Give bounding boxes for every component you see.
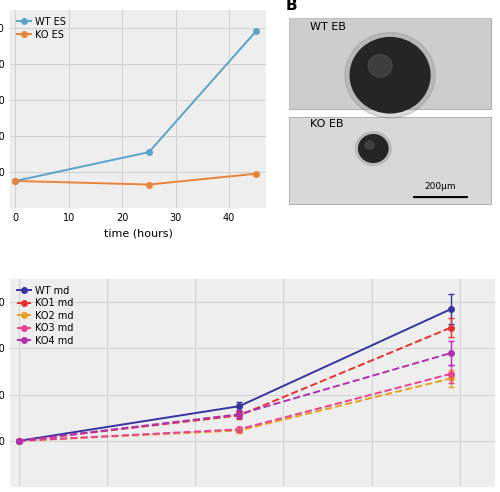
Text: KO EB: KO EB [310,119,344,129]
Line: KO1 md: KO1 md [16,325,454,444]
WT md [16,438,22,444]
KO1 md [448,325,454,331]
WT ES [12,178,18,184]
Circle shape [365,141,374,149]
KO4 md [16,438,22,444]
Line: KO ES: KO ES [12,171,258,187]
Legend: WT ES, KO ES: WT ES, KO ES [15,15,68,41]
Line: KO2 md: KO2 md [16,376,454,444]
Text: B: B [285,0,297,13]
Text: WT EB: WT EB [310,22,346,31]
Circle shape [368,55,392,77]
KO ES [12,178,18,184]
Legend: WT md, KO1 md, KO2 md, KO3 md, KO4 md: WT md, KO1 md, KO2 md, KO3 md, KO4 md [15,284,76,347]
Line: KO4 md: KO4 md [16,350,454,444]
Circle shape [358,135,388,162]
KO1 md [236,412,242,418]
KO3 md [448,371,454,377]
Circle shape [356,132,391,165]
KO2 md [448,375,454,381]
WT md [448,306,454,312]
KO4 md [448,350,454,356]
KO ES [146,182,152,187]
Line: KO3 md: KO3 md [16,371,454,444]
X-axis label: time (hours): time (hours) [104,228,172,239]
KO2 md [236,428,242,433]
Bar [290,18,491,109]
KO2 md [16,438,22,444]
KO3 md [16,438,22,444]
Text: 200μm: 200μm [424,182,456,191]
Circle shape [345,32,435,118]
KO1 md [16,438,22,444]
Line: WT md: WT md [16,307,454,444]
WT ES [253,29,259,34]
KO ES [253,171,259,177]
KO3 md [236,427,242,432]
WT md [236,403,242,409]
KO4 md [236,411,242,417]
Bar [290,117,491,204]
Bar [290,18,491,109]
Line: WT ES: WT ES [12,29,258,184]
Circle shape [350,37,430,113]
WT ES [146,149,152,155]
